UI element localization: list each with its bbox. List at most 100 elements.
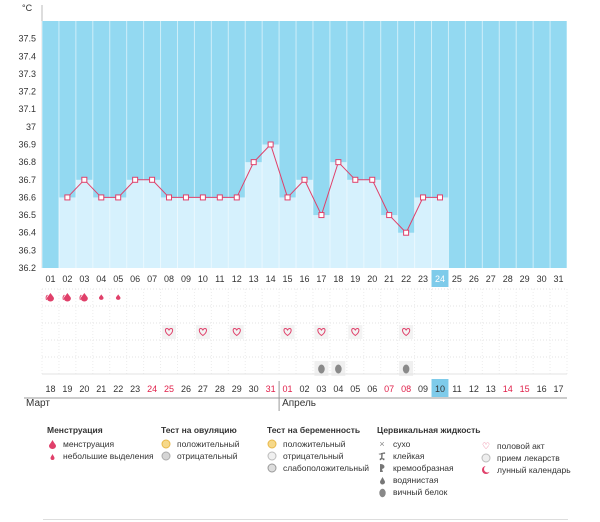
temperature-point[interactable]: [81, 176, 88, 183]
date-label[interactable]: 20: [79, 384, 89, 394]
cycle-day-label[interactable]: 19: [350, 274, 360, 284]
temperature-point[interactable]: [64, 194, 71, 201]
cycle-day-label[interactable]: 25: [452, 274, 462, 284]
temperature-point[interactable]: [284, 194, 291, 201]
cycle-day-label[interactable]: 02: [62, 274, 72, 284]
cycle-day-label[interactable]: 20: [367, 274, 377, 284]
date-label[interactable]: 22: [113, 384, 123, 394]
cycle-day-label[interactable]: 23: [418, 274, 428, 284]
temperature-point[interactable]: [115, 194, 122, 201]
temperature-bar: [312, 215, 330, 268]
legend: Менструация менструация небольшие выделе…: [0, 425, 600, 522]
date-label[interactable]: 14: [503, 384, 513, 394]
cycle-day-label[interactable]: 29: [520, 274, 530, 284]
date-label[interactable]: 18: [45, 384, 55, 394]
legend-label: менструация: [63, 439, 115, 449]
cycle-day-label[interactable]: 26: [469, 274, 479, 284]
temperature-point[interactable]: [436, 194, 443, 201]
temperature-bar: [143, 179, 161, 268]
cycle-day-label[interactable]: 09: [181, 274, 191, 284]
date-label[interactable]: 06: [367, 384, 377, 394]
temperature-point[interactable]: [352, 176, 359, 183]
temperature-point[interactable]: [233, 194, 240, 201]
temperature-point[interactable]: [420, 194, 427, 201]
legend-ovulation: Тест на овуляцию положительный отрицател…: [161, 425, 239, 462]
temperature-point[interactable]: [199, 194, 206, 201]
date-label[interactable]: 19: [62, 384, 72, 394]
date-label[interactable]: 10: [435, 384, 445, 394]
cycle-day-label[interactable]: 27: [486, 274, 496, 284]
egg-icon: [318, 364, 325, 374]
legend-item-eggwhite: вичный белок: [377, 486, 480, 498]
temperature-point[interactable]: [216, 194, 223, 201]
date-label[interactable]: 04: [333, 384, 343, 394]
temperature-point[interactable]: [403, 229, 410, 236]
date-label[interactable]: 02: [299, 384, 309, 394]
cycle-day-label[interactable]: 03: [79, 274, 89, 284]
cycle-day-label[interactable]: 17: [316, 274, 326, 284]
temperature-point[interactable]: [369, 176, 376, 183]
spotting-drop-icon: [115, 294, 121, 300]
temperature-point[interactable]: [318, 212, 325, 219]
temperature-point[interactable]: [335, 159, 342, 166]
temperature-point[interactable]: [98, 194, 105, 201]
date-label[interactable]: 30: [249, 384, 259, 394]
date-label[interactable]: 23: [130, 384, 140, 394]
temperature-point[interactable]: [182, 194, 189, 201]
temperature-point[interactable]: [386, 212, 393, 219]
date-label[interactable]: 01: [283, 384, 293, 394]
cycle-day-label[interactable]: 08: [164, 274, 174, 284]
date-label[interactable]: 07: [384, 384, 394, 394]
cycle-day-label[interactable]: 14: [266, 274, 276, 284]
date-label[interactable]: 08: [401, 384, 411, 394]
cycle-day-label[interactable]: 15: [283, 274, 293, 284]
sticky-icon: ፗ: [378, 451, 386, 461]
cycle-day-label[interactable]: 24: [435, 274, 445, 284]
temperature-point[interactable]: [132, 176, 139, 183]
cycle-day-label[interactable]: 01: [45, 274, 55, 284]
y-tick-label: 37.2: [18, 87, 36, 97]
cycle-day-label[interactable]: 06: [130, 274, 140, 284]
date-label[interactable]: 29: [232, 384, 242, 394]
date-label[interactable]: 03: [316, 384, 326, 394]
date-label[interactable]: 09: [418, 384, 428, 394]
date-label[interactable]: 31: [266, 384, 276, 394]
cycle-day-label[interactable]: 10: [198, 274, 208, 284]
cycle-day-label[interactable]: 31: [554, 274, 564, 284]
date-label[interactable]: 25: [164, 384, 174, 394]
temperature-point[interactable]: [149, 176, 156, 183]
date-label[interactable]: 27: [198, 384, 208, 394]
cycle-day-label[interactable]: 18: [333, 274, 343, 284]
cycle-day-label[interactable]: 05: [113, 274, 123, 284]
cycle-day-label[interactable]: 30: [537, 274, 547, 284]
drop-light-icon: [47, 451, 57, 461]
date-label[interactable]: 12: [469, 384, 479, 394]
date-label[interactable]: 05: [350, 384, 360, 394]
legend-label: отрицательный: [283, 451, 344, 461]
date-label[interactable]: 11: [452, 384, 461, 394]
date-label[interactable]: 13: [486, 384, 496, 394]
cycle-day-label[interactable]: 04: [96, 274, 106, 284]
temperature-point[interactable]: [267, 141, 274, 148]
date-label[interactable]: 15: [520, 384, 530, 394]
date-labels[interactable]: 18 19 20 21 22 23 24 25 26 27 28 29 30 31 01 02 03 04 05 06…: [24, 373, 567, 411]
cycle-day-label[interactable]: 13: [249, 274, 259, 284]
cycle-day-label[interactable]: 11: [215, 274, 224, 284]
temperature-point[interactable]: [250, 159, 257, 166]
date-label[interactable]: 21: [96, 384, 106, 394]
date-label[interactable]: 17: [554, 384, 564, 394]
cycle-day-label[interactable]: 07: [147, 274, 157, 284]
date-label[interactable]: 24: [147, 384, 157, 394]
cycle-day-label[interactable]: 12: [232, 274, 242, 284]
date-label[interactable]: 28: [215, 384, 225, 394]
test-yellow-icon: [267, 439, 277, 449]
cycle-day-labels[interactable]: 01 02 03 04 05 06 07 08 09 10 11 12 13 14 15 16 17 18 19 20…: [45, 270, 564, 287]
temperature-point[interactable]: [301, 176, 308, 183]
cycle-day-label[interactable]: 21: [384, 274, 394, 284]
temperature-point[interactable]: [166, 194, 173, 201]
cycle-day-label[interactable]: 28: [503, 274, 513, 284]
date-label[interactable]: 16: [537, 384, 547, 394]
cycle-day-label[interactable]: 22: [401, 274, 411, 284]
cycle-day-label[interactable]: 16: [299, 274, 309, 284]
date-label[interactable]: 26: [181, 384, 191, 394]
